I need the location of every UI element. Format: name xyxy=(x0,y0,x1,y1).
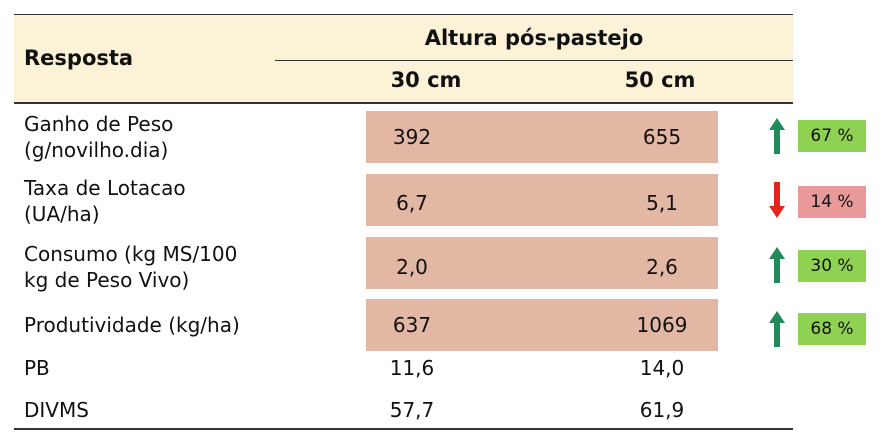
row-label: Ganho de Peso (g/novilho.dia) xyxy=(24,111,173,163)
change-badge: 68 % xyxy=(798,313,866,345)
row-label-line1: DIVMS xyxy=(24,398,89,422)
value-50cm: 2,6 xyxy=(646,255,678,279)
value-30cm: 11,6 xyxy=(389,356,435,380)
row-label-line2: (UA/ha) xyxy=(24,202,100,226)
row-label: Produtividade (kg/ha) xyxy=(24,312,240,338)
arrow-up-icon xyxy=(769,311,785,347)
row-label-line1: PB xyxy=(24,356,50,380)
row-band-ganho xyxy=(366,111,718,163)
table-header-background xyxy=(14,15,793,102)
value-50cm: 5,1 xyxy=(646,191,678,215)
table-bottom-rule xyxy=(14,428,793,430)
row-band-taxa xyxy=(366,174,718,226)
arrow-down-icon xyxy=(769,182,785,218)
row-label-line1: Produtividade (kg/ha) xyxy=(24,313,240,337)
change-badge: 67 % xyxy=(798,120,866,152)
row-label: Taxa de Lotacao (UA/ha) xyxy=(24,175,186,227)
header-col-30: 30 cm xyxy=(390,68,462,92)
row-label-line1: Taxa de Lotacao xyxy=(24,176,186,200)
header-bottom-rule xyxy=(14,102,793,104)
row-label-line1: Consumo (kg MS/100 xyxy=(24,242,238,266)
value-30cm: 2,0 xyxy=(396,255,428,279)
row-label-line1: Ganho de Peso xyxy=(24,112,174,136)
row-label: DIVMS xyxy=(24,397,89,423)
arrow-up-icon xyxy=(769,118,785,154)
arrow-up-icon xyxy=(769,247,785,283)
change-badge: 30 % xyxy=(798,250,866,282)
value-50cm: 1069 xyxy=(636,313,688,337)
value-50cm: 655 xyxy=(642,125,682,149)
value-30cm: 637 xyxy=(392,313,432,337)
value-30cm: 392 xyxy=(392,125,432,149)
header-col-50: 50 cm xyxy=(624,68,696,92)
header-resposta: Resposta xyxy=(24,46,134,70)
row-band-consumo xyxy=(366,237,718,289)
value-30cm: 57,7 xyxy=(389,398,435,422)
change-badge: 14 % xyxy=(798,186,866,218)
row-label-line2: kg de Peso Vivo) xyxy=(24,268,190,292)
row-label-line2: (g/novilho.dia) xyxy=(24,138,169,162)
header-altura: Altura pós-pastejo xyxy=(424,26,644,50)
header-sub-rule xyxy=(275,60,793,61)
value-50cm: 61,9 xyxy=(639,398,685,422)
value-50cm: 14,0 xyxy=(639,356,685,380)
table-top-rule xyxy=(14,14,793,15)
row-label: PB xyxy=(24,355,50,381)
row-band-produtividade xyxy=(366,299,718,351)
value-30cm: 6,7 xyxy=(396,191,428,215)
row-label: Consumo (kg MS/100 kg de Peso Vivo) xyxy=(24,241,237,293)
